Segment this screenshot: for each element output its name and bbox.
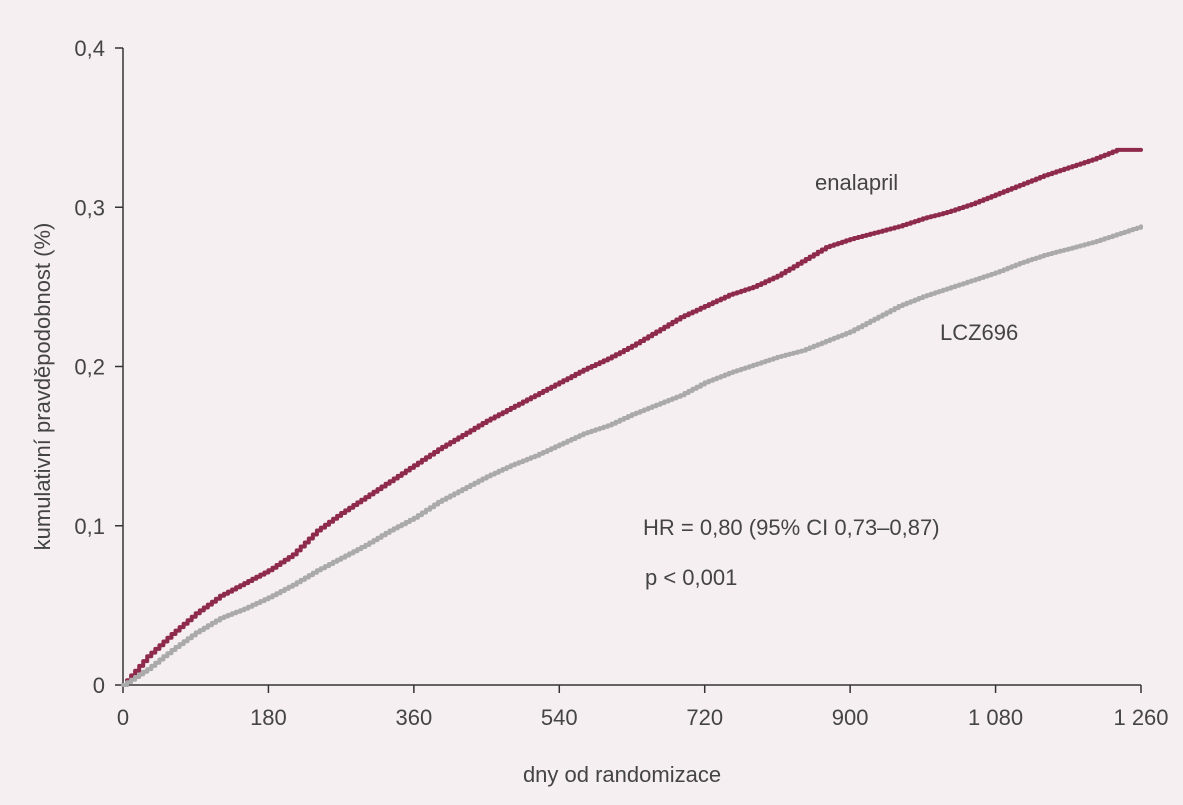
x-tick-label: 900 xyxy=(832,705,869,730)
tick-marks: 0 180 360 540 720 900 1 080 1 260 0 0,1 0,2 0,3 0,4 xyxy=(74,36,1168,730)
y-tick-label: 0,3 xyxy=(74,195,105,220)
series-layer xyxy=(121,147,1143,687)
y-axis-title: kumulativní pravděpodobnost (%) xyxy=(30,223,55,551)
hazard-ratio-annotation: HR = 0,80 (95% CI 0,73–0,87) xyxy=(643,515,940,540)
y-tick-label: 0,2 xyxy=(74,355,105,380)
x-tick-label: 0 xyxy=(117,705,129,730)
x-tick-label: 1 260 xyxy=(1113,705,1168,730)
x-tick-label: 540 xyxy=(541,705,578,730)
x-tick-label: 180 xyxy=(250,705,287,730)
x-tick-label: 1 080 xyxy=(968,705,1023,730)
series-line-lcz696 xyxy=(121,224,1143,687)
y-tick-label: 0 xyxy=(93,673,105,698)
y-tick-label: 0,1 xyxy=(74,514,105,539)
series-label-enalapril: enalapril xyxy=(815,170,898,195)
series-label-lcz696: LCZ696 xyxy=(940,320,1018,345)
x-axis-title: dny od randomizace xyxy=(523,762,721,787)
series-line-enalapril xyxy=(121,147,1143,687)
p-value-annotation: p < 0,001 xyxy=(645,565,737,590)
x-tick-label: 720 xyxy=(686,705,723,730)
x-tick-label: 360 xyxy=(395,705,432,730)
y-tick-label: 0,4 xyxy=(74,36,105,61)
axes xyxy=(122,48,1141,686)
